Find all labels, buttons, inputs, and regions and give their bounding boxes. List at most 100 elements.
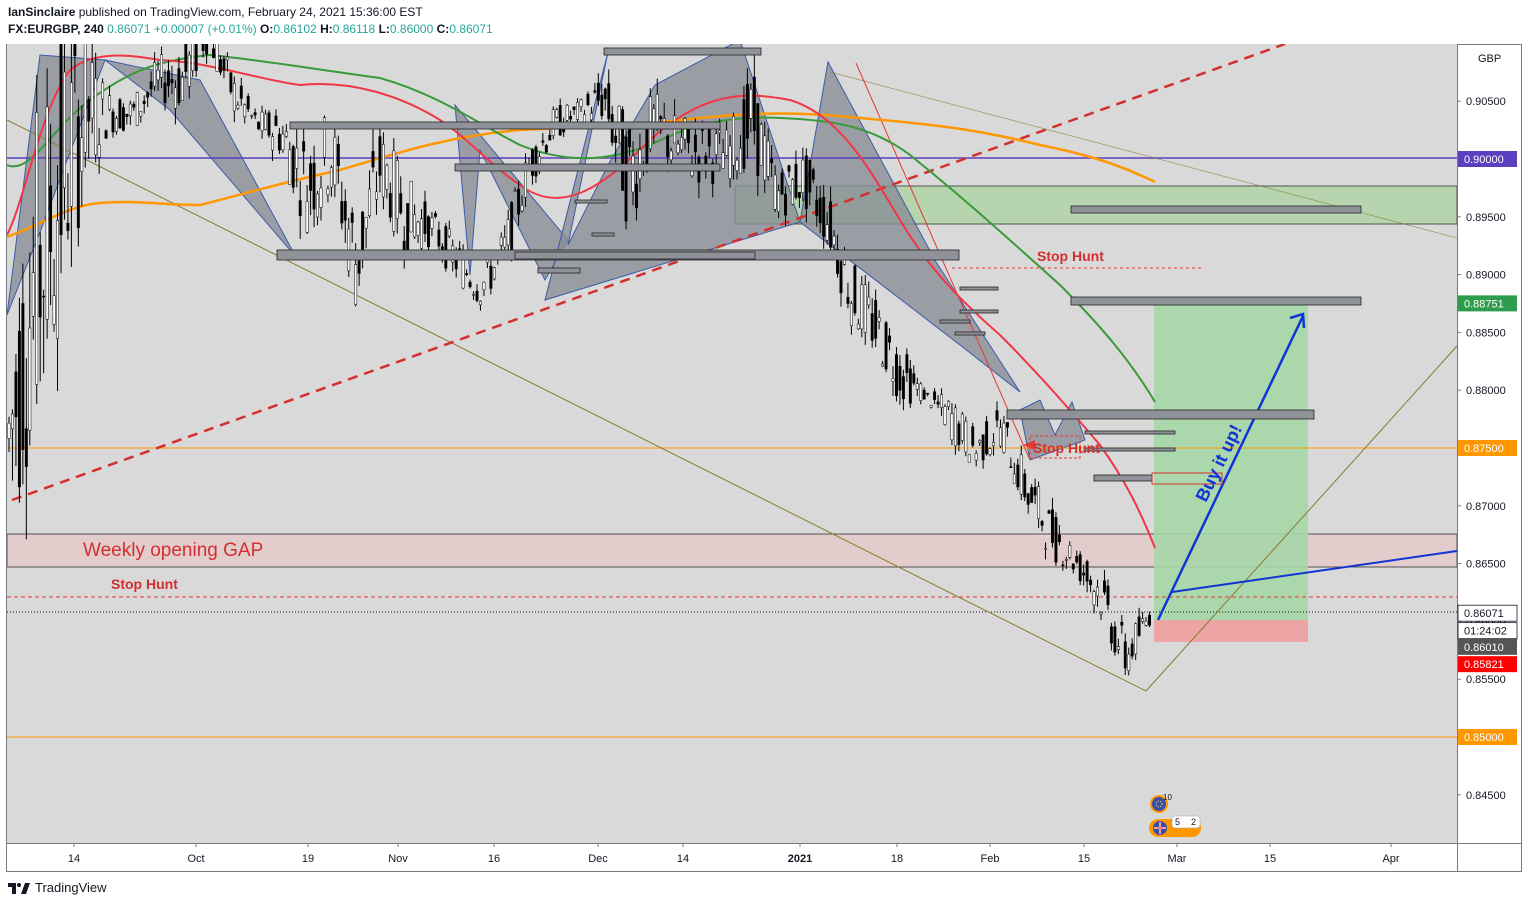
candle-body — [995, 410, 999, 421]
candle-body — [936, 401, 940, 405]
candle-body — [73, 44, 77, 57]
candle-body — [680, 137, 683, 151]
candle-body — [21, 303, 25, 450]
candle-body — [59, 44, 63, 236]
candle-body — [940, 394, 943, 408]
candle-body — [659, 116, 663, 120]
candle-body — [97, 144, 101, 158]
candle-body — [531, 149, 534, 176]
candle-body — [943, 406, 947, 425]
candle-body — [662, 118, 666, 122]
candle-body — [49, 185, 53, 252]
time-axis[interactable]: 14 Oct 19 Nov 16 Dec 14 2021 18 Feb 15 Mar 15 Apr — [68, 843, 1400, 865]
candle-body — [1016, 464, 1020, 488]
candle-body — [499, 236, 503, 246]
candle-body — [69, 82, 73, 207]
author-name[interactable]: IanSinclaire — [8, 5, 76, 19]
stop-hunt-label-1[interactable]: Stop Hunt — [111, 576, 178, 592]
candle-body — [38, 244, 42, 318]
candle-body — [1009, 466, 1013, 468]
candle-body — [475, 290, 479, 301]
candle-body — [603, 88, 607, 100]
candle-body — [316, 193, 319, 218]
candle-body — [742, 99, 746, 169]
candle-body — [1030, 487, 1034, 503]
candle-body — [541, 140, 545, 143]
high-value: 0.86118 — [332, 22, 376, 36]
candle-body — [589, 113, 593, 121]
candle-body — [167, 70, 170, 87]
candle-body — [676, 143, 680, 154]
candle-body — [548, 135, 552, 141]
candle-body — [919, 383, 923, 401]
candle-body — [874, 300, 878, 339]
candle-body — [999, 427, 1002, 447]
candle-body — [863, 284, 867, 333]
candle-body — [378, 136, 382, 176]
target-zone[interactable] — [1154, 303, 1308, 620]
candle-body — [184, 44, 188, 72]
candle-body — [253, 112, 257, 116]
candle-body — [1106, 585, 1110, 606]
candle-body — [1078, 554, 1082, 582]
candle-body — [201, 44, 205, 51]
y-tick-label: 0.84500 — [1466, 790, 1506, 802]
x-tick-label: 14 — [677, 853, 689, 865]
stop-hunt-label-2[interactable]: Stop Hunt — [1037, 248, 1104, 264]
candle-body — [666, 135, 670, 157]
candle-body — [572, 106, 576, 110]
candle-body — [1103, 580, 1106, 593]
candle-body — [209, 33, 211, 38]
eu-event-count: 10 — [1163, 793, 1172, 802]
candle-body — [544, 145, 548, 153]
stop-hunt-label-3[interactable]: Stop Hunt — [1033, 440, 1100, 456]
tradingview-logo-icon[interactable] — [8, 881, 30, 895]
candle-body — [1089, 579, 1093, 586]
price-badge-label: 0.86010 — [1464, 642, 1504, 654]
uk-event-flag-icon[interactable]: 5 2 — [1149, 815, 1201, 837]
candle-body — [1064, 559, 1068, 561]
candle-body — [163, 82, 167, 104]
candle-body — [160, 54, 163, 78]
candle-body — [409, 180, 413, 233]
candle-body — [881, 363, 885, 367]
candle-body — [291, 146, 295, 188]
stop-zone[interactable] — [1154, 620, 1308, 642]
candle-body — [115, 118, 118, 132]
candle-body — [42, 295, 46, 298]
candle-body — [739, 147, 742, 174]
candle-body — [1116, 646, 1120, 650]
candle-body — [104, 130, 108, 139]
candle-body — [926, 392, 930, 395]
y-tick-label: 0.89000 — [1466, 270, 1506, 282]
candle-body — [28, 327, 32, 431]
y-tick-label: 0.87000 — [1466, 501, 1506, 513]
candle-body — [361, 211, 365, 256]
candle-body — [392, 150, 396, 232]
candle-body — [156, 69, 160, 81]
candle-body — [1082, 572, 1086, 576]
x-tick-label: Nov — [388, 853, 408, 865]
price-badge — [1458, 295, 1517, 312]
symbol-label[interactable]: FX:EURGBP, 240 — [8, 22, 104, 36]
candle-body — [510, 202, 514, 254]
eu-event-flag-icon[interactable]: 10 — [1150, 793, 1172, 813]
weekly-gap-label[interactable]: Weekly opening GAP — [83, 540, 263, 561]
candle-body — [271, 136, 274, 151]
candle-body — [177, 68, 181, 104]
price-chart[interactable]: Weekly opening GAP Stop Hunt Stop Hunt S… — [0, 0, 1528, 875]
olive-trendline-2 — [1145, 345, 1457, 692]
candle-body — [153, 62, 157, 87]
price-badge-label: 01:24:02 — [1464, 626, 1507, 638]
candle-body — [63, 71, 66, 189]
footer: TradingView — [8, 880, 107, 895]
candle-body — [83, 44, 87, 153]
candle-body — [756, 103, 760, 176]
candle-body — [198, 22, 200, 41]
candle-body — [915, 383, 919, 390]
candle-body — [1061, 564, 1065, 567]
candle-body — [146, 92, 150, 98]
candle-body — [1127, 653, 1131, 671]
tradingview-brand[interactable]: TradingView — [35, 880, 107, 895]
candle-body — [763, 135, 767, 181]
